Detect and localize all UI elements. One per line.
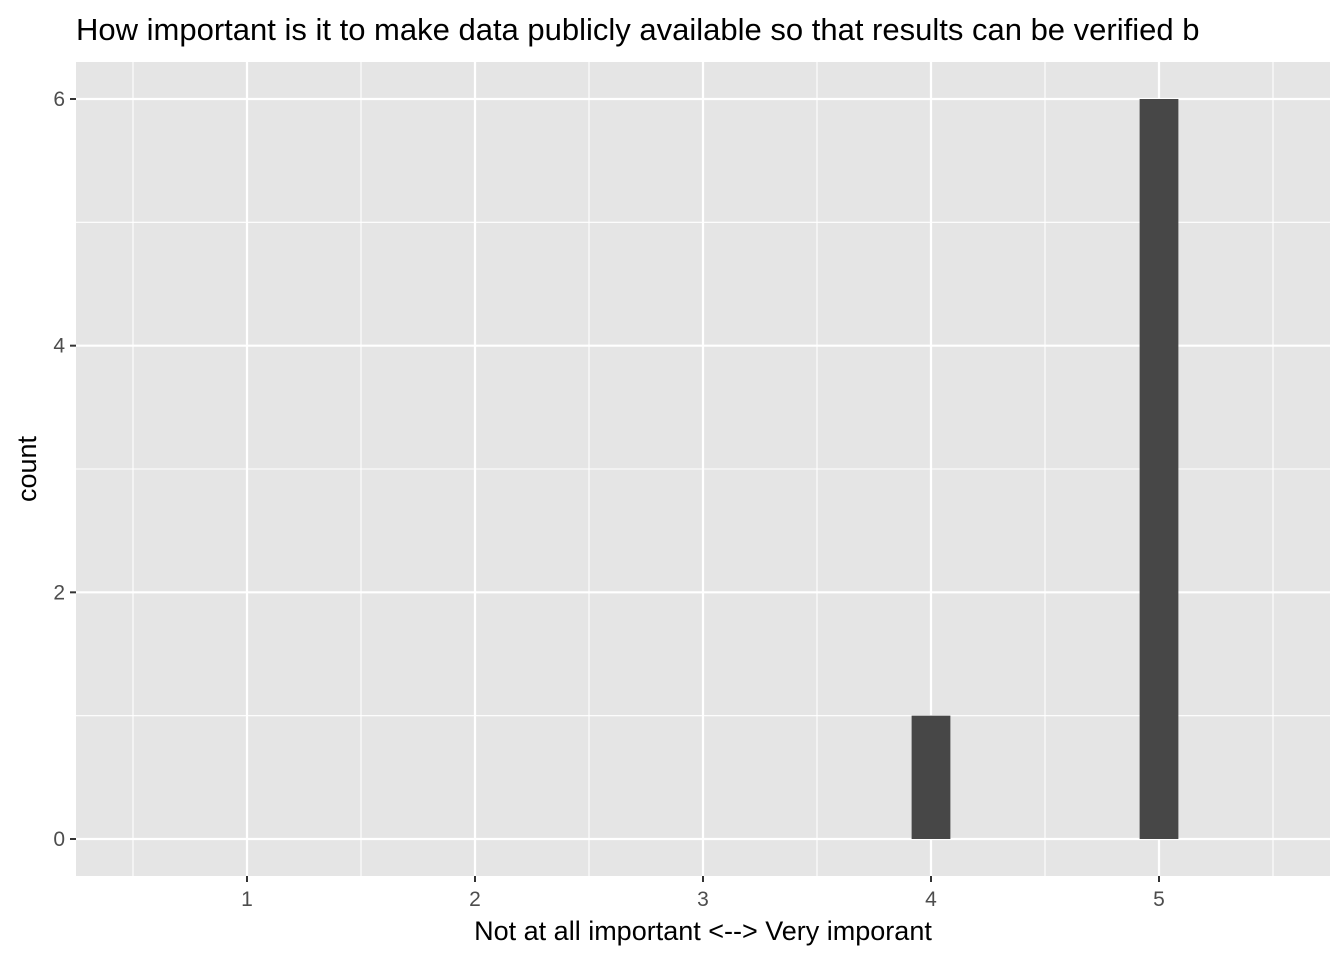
x-tick-label: 5 — [1153, 888, 1165, 911]
grid-minor — [76, 62, 1330, 876]
x-axis: 1 2 3 4 5 — [241, 876, 1165, 911]
bars — [911, 99, 1179, 839]
y-tick-label: 6 — [53, 88, 65, 111]
x-tick-label: 1 — [241, 888, 253, 911]
x-tick-label: 2 — [469, 888, 481, 911]
bar — [1139, 99, 1179, 839]
bar — [911, 715, 951, 839]
chart-title: How important is it to make data publicl… — [76, 12, 1199, 47]
x-tick-label: 4 — [925, 888, 937, 911]
y-tick-label: 4 — [53, 335, 65, 358]
y-axis: 0 2 4 6 — [53, 88, 76, 851]
x-axis-title: Not at all important <--> Very imporant — [474, 916, 932, 946]
y-axis-title: count — [12, 435, 42, 502]
y-tick-label: 2 — [53, 581, 65, 604]
y-tick-label: 0 — [53, 828, 65, 851]
x-tick-label: 3 — [697, 888, 709, 911]
